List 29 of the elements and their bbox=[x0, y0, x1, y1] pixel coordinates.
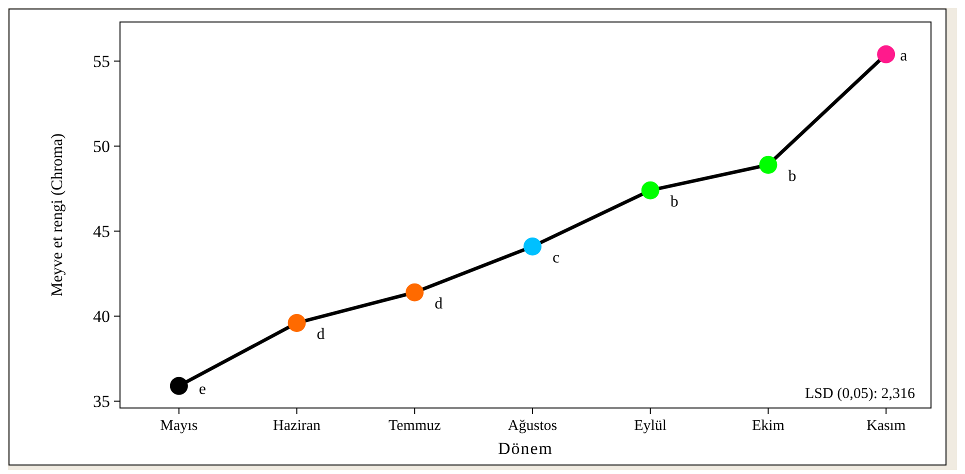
point bbox=[170, 376, 188, 395]
y-tick-label: 55 bbox=[93, 52, 110, 72]
annotation: LSD (0,05): 2,316 bbox=[805, 386, 916, 402]
x-axis-title: Dönem bbox=[498, 439, 554, 458]
x-tick-label: Ekim bbox=[752, 418, 785, 434]
y-axis-title: Meyve et rengi (Chroma) bbox=[49, 133, 66, 297]
annotation: c bbox=[552, 249, 560, 266]
annotation: d bbox=[316, 326, 325, 343]
annotation: e bbox=[198, 380, 206, 398]
x-tick-label: Temmuz bbox=[388, 418, 442, 434]
y-tick-label: 45 bbox=[93, 222, 110, 242]
annotation: a bbox=[900, 47, 908, 64]
point bbox=[759, 156, 778, 174]
point bbox=[524, 237, 542, 256]
x-tick-label: Mayıs bbox=[160, 418, 198, 434]
y-tick-label: 35 bbox=[93, 392, 110, 412]
x-tick-label: Ağustos bbox=[508, 418, 558, 434]
point bbox=[288, 314, 306, 332]
y-tick-label: 40 bbox=[93, 307, 110, 326]
annotation: b bbox=[670, 193, 678, 210]
x-tick-label: Eylül bbox=[634, 418, 667, 434]
y-tick-label: 50 bbox=[93, 137, 110, 156]
x-tick-label: Kasım bbox=[866, 418, 906, 434]
x-tick-label: Haziran bbox=[273, 418, 322, 434]
annotation: b bbox=[788, 168, 796, 185]
point bbox=[641, 181, 660, 200]
point bbox=[877, 45, 896, 64]
point bbox=[406, 283, 424, 302]
annotation: d bbox=[434, 295, 443, 312]
